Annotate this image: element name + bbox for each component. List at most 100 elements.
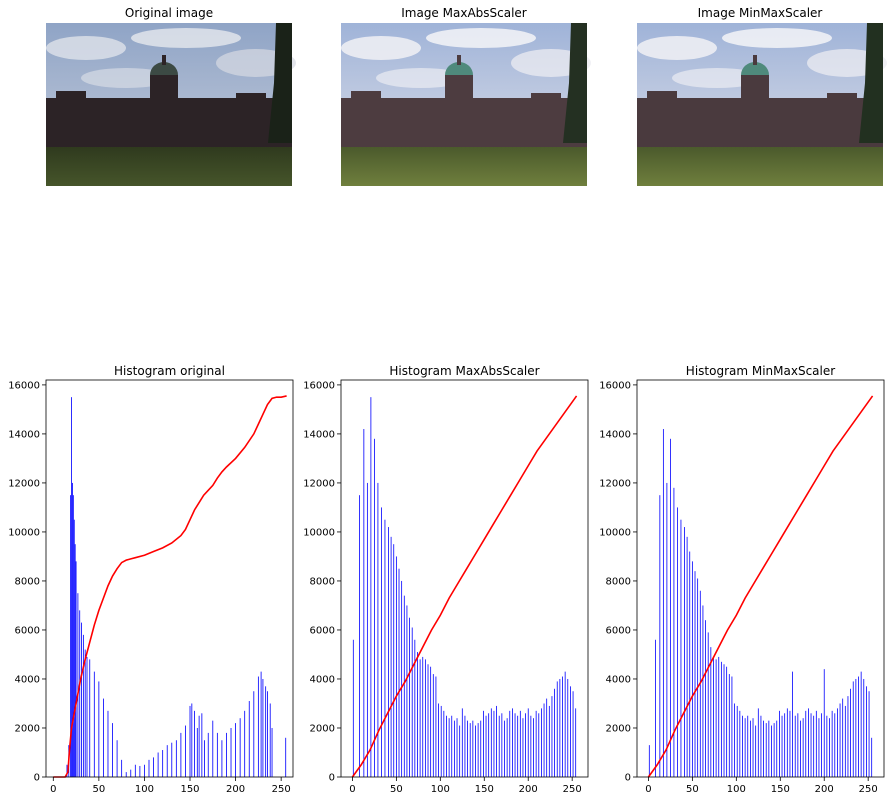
- histogram-bar: [244, 710, 246, 777]
- histogram-bar: [419, 659, 421, 777]
- axes-frame: [340, 379, 589, 778]
- histogram-bar: [467, 720, 468, 777]
- histogram-bar: [839, 703, 841, 777]
- y-tick-label: 4000: [310, 674, 335, 685]
- building-photo-original: [46, 23, 296, 186]
- histogram-bar: [702, 605, 704, 777]
- x-tick-label: 50: [390, 784, 403, 795]
- histogram-bar: [253, 691, 255, 777]
- histogram-bar: [139, 765, 141, 777]
- histogram-bar: [813, 715, 815, 777]
- histogram-bar: [559, 678, 561, 777]
- histogram-bar: [189, 705, 191, 777]
- histogram-bar: [648, 745, 650, 777]
- histogram-bar: [352, 639, 354, 777]
- histogram-bar: [697, 578, 699, 777]
- histogram-bar: [541, 708, 542, 777]
- histogram-bar: [504, 720, 505, 777]
- cdf-line: [647, 395, 874, 778]
- histogram-bar: [446, 715, 447, 777]
- histogram-bar: [235, 723, 236, 777]
- y-tick-label: 16000: [8, 380, 40, 391]
- histogram-bar: [548, 705, 550, 777]
- histogram-bar: [191, 703, 193, 777]
- histogram-bar: [414, 639, 416, 777]
- y-tick-label: 14000: [303, 429, 335, 440]
- histogram-bar: [847, 696, 849, 777]
- histogram-bar: [409, 617, 410, 777]
- histogram-bar: [432, 674, 434, 777]
- histogram-bar: [527, 708, 529, 777]
- histogram-bar: [792, 671, 793, 777]
- histogram-bar: [506, 718, 508, 777]
- image-panel-maxabs: Image MaxAbsScaler: [341, 6, 591, 186]
- histogram-bar: [710, 647, 712, 777]
- histogram-bar: [723, 664, 725, 777]
- histogram-bar: [453, 720, 455, 777]
- histogram-bar: [430, 666, 432, 777]
- histogram-bar: [858, 676, 859, 777]
- histogram-bar: [411, 627, 413, 777]
- y-tick-label: 4000: [15, 674, 40, 685]
- axes-frame: [636, 379, 885, 778]
- x-tick-label: 100: [727, 784, 746, 795]
- y-tick-label: 12000: [599, 478, 631, 489]
- histogram-bar: [517, 715, 519, 777]
- histogram-bar: [366, 482, 368, 777]
- histogram-bar: [771, 725, 772, 777]
- histogram-bar: [837, 708, 838, 777]
- histogram-bar: [757, 708, 759, 777]
- y-tick-label: 0: [34, 773, 40, 784]
- histogram-bar: [71, 397, 72, 777]
- histogram-bar: [781, 715, 783, 777]
- histogram-bar: [728, 674, 730, 777]
- histogram-bar: [66, 764, 68, 777]
- histogram-bar: [684, 527, 685, 777]
- histogram-bar: [180, 732, 182, 777]
- histogram-bar: [377, 482, 379, 777]
- histogram-bar: [153, 757, 154, 777]
- histogram-bar: [860, 671, 862, 777]
- histogram-chart-minmax: Histogram MinMaxScaler 0 50 100 150 200 250 0 20…: [599, 364, 885, 795]
- histogram-bar: [686, 536, 688, 777]
- y-tick-label: 6000: [15, 625, 40, 636]
- histogram-bar: [204, 740, 205, 777]
- histogram-bar: [556, 681, 558, 777]
- histogram-bar: [239, 718, 241, 777]
- histogram-bar: [800, 720, 801, 777]
- histogram-bar: [194, 710, 195, 777]
- histogram-bar: [422, 656, 424, 777]
- histogram-bar: [498, 715, 500, 777]
- histogram-bar: [713, 656, 714, 777]
- histogram-bar: [359, 495, 360, 777]
- histogram-bar: [121, 759, 123, 777]
- histogram-bar: [705, 620, 706, 777]
- chart-title: Histogram original: [114, 364, 225, 378]
- histogram-bar: [77, 593, 79, 777]
- histogram-bar: [765, 723, 767, 777]
- histogram-bar: [776, 720, 778, 777]
- histogram-bar: [424, 659, 426, 777]
- histogram-bar: [805, 710, 807, 777]
- histogram-bar: [196, 727, 198, 777]
- y-tick-label: 10000: [599, 527, 631, 538]
- histogram-bar: [677, 507, 678, 777]
- histogram-bar: [493, 710, 495, 777]
- histogram-bar: [689, 551, 691, 777]
- y-tick-label: 2000: [15, 723, 40, 734]
- x-tick-label: 150: [180, 784, 199, 795]
- histogram-bar: [93, 671, 95, 777]
- histogram-bar: [744, 718, 746, 777]
- histogram-bar: [443, 710, 445, 777]
- histogram-bar: [461, 708, 463, 777]
- histogram-bar: [456, 718, 458, 777]
- histogram-bar: [483, 710, 484, 777]
- histogram-bar: [747, 715, 749, 777]
- histogram-bar: [797, 713, 799, 777]
- histogram-bar: [130, 769, 132, 777]
- histogram-bar: [401, 580, 403, 777]
- building-photo-maxabs: [341, 23, 591, 186]
- histogram-bar: [384, 519, 386, 777]
- x-tick-label: 0: [349, 784, 355, 795]
